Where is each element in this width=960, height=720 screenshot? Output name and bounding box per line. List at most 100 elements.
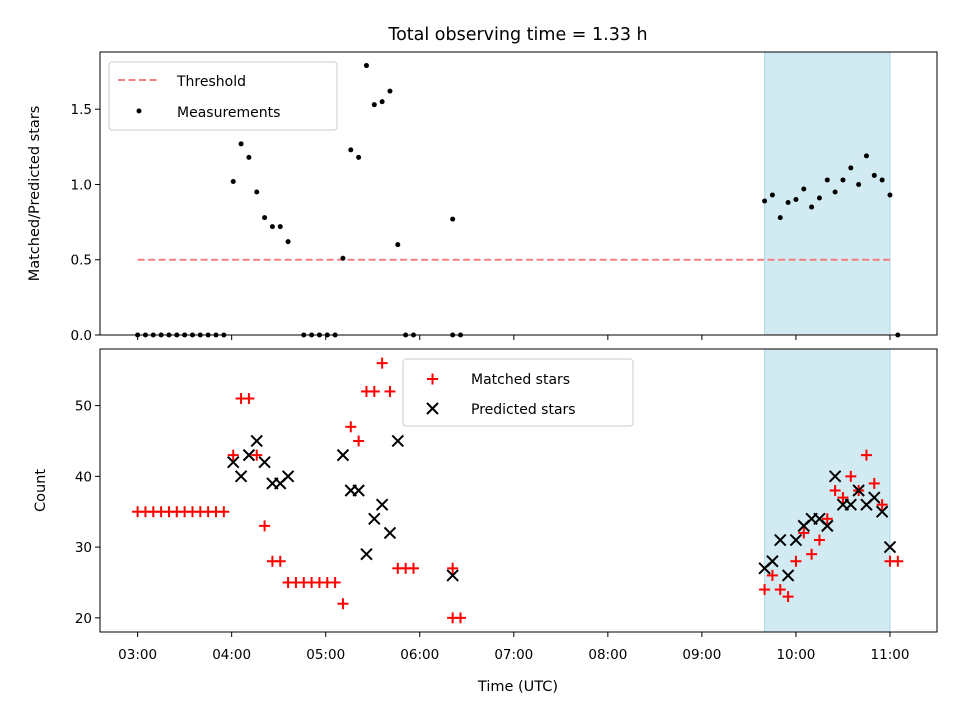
predicted-star-point bbox=[868, 491, 881, 504]
x-tick-label: 04:00 bbox=[212, 647, 251, 663]
y-tick-label: 0.5 bbox=[71, 253, 92, 269]
predicted-star-point bbox=[227, 455, 240, 469]
predicted-star-point bbox=[821, 519, 834, 533]
matched-star-point bbox=[274, 555, 286, 567]
measurement-point bbox=[277, 224, 283, 230]
count-panel: 20 30 40 50 Count Matched stars Predicted s… bbox=[33, 348, 938, 633]
ratio-panel: 0.0 0.5 1.0 1.5 Matched/Predicted stars Thr… bbox=[27, 51, 938, 344]
matched-star-point bbox=[790, 555, 802, 567]
predicted-star-point bbox=[250, 434, 263, 448]
measurement-point bbox=[285, 239, 291, 245]
measurement-point bbox=[769, 192, 775, 198]
predicted-star-point bbox=[360, 547, 373, 561]
measurement-point bbox=[840, 177, 846, 183]
matched-star-point bbox=[892, 555, 904, 567]
legend-predicted-label: Predicted stars bbox=[471, 402, 576, 418]
matched-star-point bbox=[806, 548, 818, 560]
matched-star-point bbox=[813, 534, 825, 546]
predicted-star-point bbox=[375, 498, 389, 511]
x-axis-label: Time (UTC) bbox=[477, 679, 558, 695]
legend-threshold-label: Threshold bbox=[176, 74, 246, 90]
predicted-star-point bbox=[234, 470, 248, 483]
predicted-star-point bbox=[781, 569, 795, 582]
matched-star-point bbox=[774, 584, 786, 596]
plot-frame bbox=[99, 51, 938, 336]
measurement-point bbox=[356, 154, 362, 160]
y-tick-label: 20 bbox=[75, 611, 92, 627]
x-tick-label: 05:00 bbox=[306, 647, 345, 663]
matched-star-point bbox=[227, 449, 239, 461]
matched-star-point bbox=[368, 385, 380, 397]
matched-star-point bbox=[837, 492, 849, 504]
matched-star-point bbox=[251, 449, 263, 461]
measurement-point bbox=[809, 204, 815, 210]
measurement-point bbox=[879, 177, 885, 183]
predicted-star-point bbox=[766, 555, 779, 568]
measurement-point bbox=[230, 178, 236, 184]
legend-predicted-swatch bbox=[426, 402, 439, 415]
measurement-point bbox=[269, 224, 275, 230]
matched-star-point bbox=[782, 591, 794, 603]
predicted-star-point bbox=[883, 540, 897, 554]
measurement-point bbox=[801, 186, 807, 192]
legend: Threshold Measurements bbox=[108, 61, 338, 131]
matched-star-point bbox=[259, 520, 271, 532]
y-tick-label: 30 bbox=[75, 540, 92, 556]
matched-star-point bbox=[829, 485, 841, 496]
measurement-point bbox=[863, 153, 869, 159]
y-axis-label: Count bbox=[33, 469, 49, 512]
measurement-point bbox=[363, 63, 369, 69]
y-axis-label: Matched/Predicted stars bbox=[27, 106, 43, 282]
matched-star-point bbox=[876, 499, 888, 511]
matched-star-point bbox=[798, 527, 810, 539]
predicted-star-point bbox=[852, 484, 865, 497]
predicted-star-point bbox=[875, 505, 889, 518]
chart-title: Total observing time = 1.33 h bbox=[387, 25, 647, 45]
y-tick-label: 0.0 bbox=[71, 328, 92, 344]
measurement-point bbox=[777, 215, 783, 221]
legend-frame bbox=[402, 358, 634, 427]
matched-star-point bbox=[455, 612, 467, 624]
legend-frame bbox=[108, 61, 338, 131]
matched-star-point bbox=[845, 470, 857, 482]
matched-star-point bbox=[337, 598, 349, 610]
measurement-point bbox=[793, 197, 799, 203]
plot-frame bbox=[99, 348, 938, 633]
highlight-span bbox=[764, 51, 891, 336]
x-tick-label: 08:00 bbox=[588, 647, 627, 663]
y-tick-label: 1.5 bbox=[71, 102, 92, 118]
measurement-point bbox=[450, 216, 456, 222]
predicted-star-point bbox=[391, 434, 405, 448]
matched-star-point bbox=[447, 562, 459, 574]
measurement-point bbox=[824, 177, 830, 183]
y-tick-label: 40 bbox=[75, 469, 92, 485]
measurement-point bbox=[238, 141, 244, 147]
matched-star-point bbox=[860, 449, 872, 461]
measurement-point bbox=[816, 195, 822, 201]
predicted-star-point bbox=[789, 533, 803, 547]
x-tick-label: 03:00 bbox=[118, 647, 157, 663]
predicted-star-point bbox=[844, 498, 857, 511]
predicted-star-point bbox=[242, 448, 256, 462]
matched-star-point bbox=[384, 385, 396, 397]
predicted-star-point bbox=[828, 470, 842, 483]
matched-star-point bbox=[353, 435, 365, 447]
y-tick-label: 50 bbox=[75, 399, 92, 415]
measurement-point bbox=[340, 255, 346, 261]
legend: Matched stars Predicted stars bbox=[402, 358, 634, 427]
matched-star-point bbox=[243, 393, 255, 405]
measurement-point bbox=[246, 154, 252, 160]
matched-star-point bbox=[766, 569, 778, 581]
matched-star-point bbox=[376, 357, 388, 369]
y-tick-label: 1.0 bbox=[71, 177, 92, 193]
x-tick-label: 06:00 bbox=[400, 647, 439, 663]
measurement-point bbox=[762, 198, 768, 204]
highlight-span bbox=[764, 348, 891, 633]
predicted-star-point bbox=[383, 526, 397, 540]
measurement-point bbox=[887, 192, 893, 198]
measurement-point bbox=[856, 181, 862, 187]
matched-star-point bbox=[218, 506, 230, 518]
predicted-star-point bbox=[368, 512, 381, 526]
legend-measurement-label: Measurements bbox=[177, 105, 280, 121]
